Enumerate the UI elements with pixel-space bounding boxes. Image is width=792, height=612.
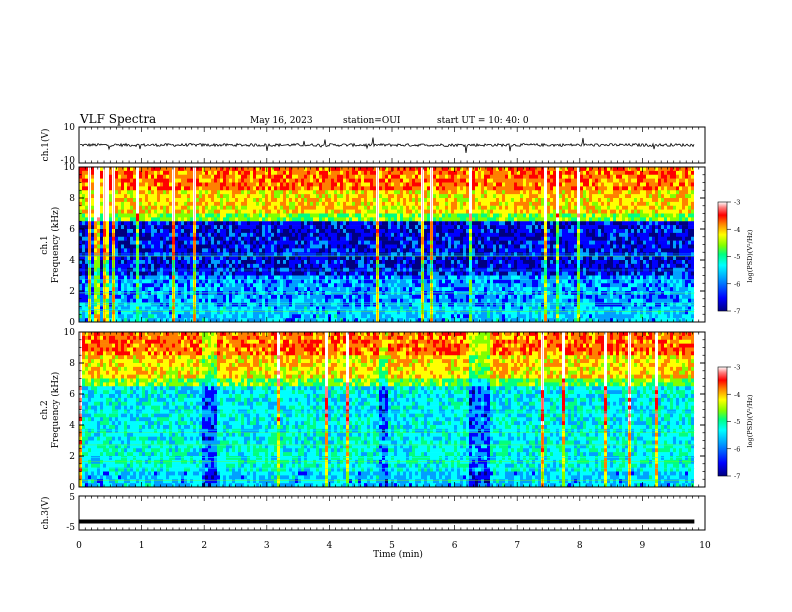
ch2-spectrogram-ylabel-line1: ch.2	[40, 400, 50, 419]
ch1-spectrogram-ylabel-line2: Frequency (kHz)	[50, 207, 61, 284]
time-axis-ticks: 0 1 2 3 4 5 6 7 8 9 10	[76, 127, 711, 551]
ch3-ytick-bottom: -5	[66, 523, 75, 533]
ch1-colorbar-gradient	[717, 201, 728, 312]
date-label: May 16, 2023	[250, 116, 313, 126]
station-label: station=OUI	[343, 116, 401, 126]
frequency-tick-label: 6	[69, 390, 75, 400]
start-time-label: start UT = 10: 40: 0	[437, 116, 529, 126]
ch3-waveform-panel: ch.3(V) 5 -5	[40, 493, 706, 533]
ch1-trace	[80, 137, 695, 153]
time-tick-label: 8	[577, 541, 583, 551]
frequency-tick-label: 2	[69, 287, 75, 297]
ch2-spectrogram	[79, 332, 695, 488]
colorbar-tick-label: -6	[734, 280, 740, 288]
frequency-tick-label: 10	[64, 328, 76, 338]
frequency-tick-label: 10	[64, 163, 76, 173]
ch3-frame	[78, 495, 706, 531]
ch2-spectrogram-ylabel-line2: Frequency (kHz)	[50, 372, 61, 449]
colorbar-tick-label: -4	[734, 391, 740, 399]
frequency-tick-label: 2	[69, 452, 75, 462]
ch2-colorbar-gradient	[717, 366, 728, 477]
frequency-tick-label: 6	[69, 225, 75, 235]
time-tick-label: 0	[76, 541, 82, 551]
ch2-colorbar-label: log(PSD)(V²/Hz)	[746, 394, 754, 447]
time-tick-label: 4	[327, 541, 333, 551]
colorbar-tick-label: -3	[734, 364, 740, 372]
frequency-tick-label: 8	[69, 194, 75, 204]
ch3-ytick-top: 5	[69, 493, 75, 503]
ch1-ytick-top: 10	[64, 123, 76, 133]
ch1-spectrogram-yticks: 10 8 6 4 2 0	[64, 163, 705, 328]
frequency-tick-label: 0	[69, 318, 75, 328]
ch1-spectrogram-panel: ch.1 Frequency (kHz) 10 8 6 4 2 0	[40, 163, 706, 328]
ch1-colorbar-ticks: -3 -4 -5 -6 -7	[727, 199, 740, 316]
ch1-colorbar: -3 -4 -5 -6 -7 log(PSD)(V²/Hz)	[717, 199, 754, 316]
time-tick-label: 2	[201, 541, 207, 551]
time-tick-label: 10	[699, 541, 711, 551]
frequency-tick-label: 0	[69, 483, 75, 493]
ch2-spectrogram-yticks: 10 8 6 4 2 0	[64, 328, 705, 493]
ch3-trace	[79, 519, 695, 524]
colorbar-tick-label: -3	[734, 199, 740, 207]
colorbar-tick-label: -5	[734, 418, 740, 426]
time-tick-label: 1	[139, 541, 145, 551]
time-tick-label: 6	[452, 541, 458, 551]
ch1-spectrogram	[79, 167, 695, 323]
ch1-ylabel: ch.1(V)	[40, 129, 51, 162]
ch2-spectrogram-panel: ch.2 Frequency (kHz) 10 8 6 4 2 0	[40, 328, 706, 493]
time-tick-label: 7	[514, 541, 520, 551]
frequency-tick-label: 4	[69, 421, 75, 431]
ch2-colorbar: -3 -4 -5 -6 -7 log(PSD)(V²/Hz)	[717, 364, 754, 481]
ch1-waveform-panel: ch.1(V) 10 -10	[40, 123, 706, 166]
colorbar-tick-label: -6	[734, 445, 740, 453]
colorbar-tick-label: -5	[734, 253, 740, 261]
ch3-ylabel: ch.3(V)	[40, 497, 51, 530]
colorbar-tick-label: -7	[734, 308, 740, 316]
frequency-tick-label: 4	[69, 256, 75, 266]
colorbar-tick-label: -7	[734, 473, 740, 481]
time-tick-label: 3	[264, 541, 270, 551]
ch1-colorbar-label: log(PSD)(V²/Hz)	[746, 229, 754, 282]
figure-title: VLF Spectra	[79, 112, 156, 126]
ch1-ytick-bottom: -10	[61, 156, 76, 166]
ch1-spectrogram-ylabel-line1: ch.1	[40, 235, 50, 254]
colorbar-tick-label: -4	[734, 226, 740, 234]
frequency-tick-label: 8	[69, 359, 75, 369]
time-tick-label: 5	[389, 541, 395, 551]
x-axis-label: Time (min)	[373, 549, 423, 560]
time-tick-label: 9	[640, 541, 646, 551]
ch2-colorbar-ticks: -3 -4 -5 -6 -7	[727, 364, 740, 481]
